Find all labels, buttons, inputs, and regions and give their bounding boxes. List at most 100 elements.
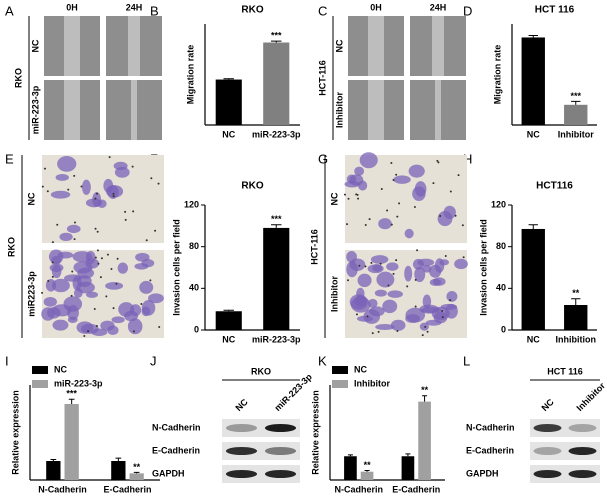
cell xyxy=(73,261,93,274)
pore xyxy=(97,262,100,265)
row-label: NC xyxy=(329,192,339,205)
row-label: NC xyxy=(30,39,40,52)
pore xyxy=(413,205,416,208)
pore xyxy=(395,259,398,262)
pore xyxy=(346,223,349,226)
pore xyxy=(154,229,157,232)
lane-label: miR-223-3p xyxy=(273,371,315,413)
cell xyxy=(390,319,406,331)
cell xyxy=(129,304,142,317)
pore xyxy=(398,202,401,205)
band xyxy=(225,424,258,432)
blot-strip xyxy=(530,419,600,437)
column-label: 24H xyxy=(430,2,447,12)
pore xyxy=(406,285,409,288)
pore xyxy=(106,253,109,256)
x-tick-label: N-Cadherin xyxy=(38,484,87,494)
chart-title: HCT 116 xyxy=(535,5,575,16)
cell xyxy=(421,307,442,314)
bar xyxy=(418,401,431,480)
bar xyxy=(521,37,545,125)
y-axis-label: Migration rate xyxy=(492,45,502,105)
y-axis-label: Invasion cells per field xyxy=(478,219,488,316)
cell xyxy=(378,218,392,230)
pore xyxy=(150,177,153,180)
bar xyxy=(344,456,357,480)
cell xyxy=(86,291,99,298)
pore xyxy=(387,284,390,287)
cell xyxy=(405,314,420,324)
pore xyxy=(444,255,447,258)
lane-label: NC xyxy=(540,396,557,413)
protein-label: E-Cadherin xyxy=(466,445,514,455)
bar xyxy=(215,311,242,330)
cell xyxy=(357,273,372,288)
pore xyxy=(110,267,113,270)
bar xyxy=(215,79,242,125)
y-tick-label: 120 xyxy=(491,199,506,209)
cell xyxy=(370,255,389,264)
cell xyxy=(81,179,91,195)
panel-letter: B xyxy=(150,3,159,18)
pore xyxy=(414,278,417,281)
cell xyxy=(55,174,69,181)
bar xyxy=(129,473,144,480)
y-axis-label: Migration rate xyxy=(185,45,195,105)
panel-letter: I xyxy=(5,353,9,368)
band xyxy=(568,424,597,432)
cell xyxy=(350,296,371,313)
legend-swatch xyxy=(32,380,48,388)
pore xyxy=(368,218,371,221)
band xyxy=(225,470,258,478)
panel-letter: A xyxy=(5,3,14,18)
cell xyxy=(105,281,124,290)
band xyxy=(568,447,597,455)
pore xyxy=(390,223,393,226)
pore xyxy=(380,187,383,190)
pore xyxy=(355,313,358,316)
row-label: NC xyxy=(26,192,36,205)
y-tick-label: 80 xyxy=(189,241,199,251)
pore xyxy=(357,197,360,200)
wound-gap xyxy=(64,80,80,140)
band xyxy=(264,447,297,455)
cell xyxy=(127,318,143,335)
protein-label: GAPDH xyxy=(466,468,499,478)
cell xyxy=(59,232,73,242)
cell xyxy=(404,228,414,239)
legend-swatch xyxy=(332,380,348,388)
cell xyxy=(114,166,130,178)
x-tick-label: NC xyxy=(222,129,235,139)
legend-label: miR-223-3p xyxy=(54,378,103,388)
lane-label: NC xyxy=(234,396,251,413)
pore xyxy=(140,303,143,306)
y-tick-label: 120 xyxy=(184,199,199,209)
error-bar xyxy=(50,458,57,461)
pore xyxy=(386,209,389,212)
error-bar xyxy=(405,453,411,457)
cell xyxy=(404,265,413,282)
panel-letter: J xyxy=(150,353,157,368)
bar xyxy=(64,404,79,480)
row-label: miR-223-3p xyxy=(30,85,40,134)
wound-gap xyxy=(368,80,384,140)
chart-title: RKO xyxy=(241,181,263,192)
pore xyxy=(116,257,119,260)
significance: *** xyxy=(66,389,77,399)
protein-label: N-Cadherin xyxy=(466,422,515,432)
cell xyxy=(358,180,368,191)
blot-strip xyxy=(530,465,600,483)
y-tick-label: 80 xyxy=(496,241,506,251)
column-label: 0H xyxy=(66,2,78,12)
error-bar xyxy=(68,398,75,404)
error-bar xyxy=(571,298,581,305)
pore xyxy=(96,230,99,233)
legend-swatch xyxy=(32,366,48,374)
legend-label: Inhibitor xyxy=(354,378,390,388)
pore xyxy=(416,249,419,252)
cell xyxy=(111,316,125,324)
legend-swatch xyxy=(332,366,348,374)
pore xyxy=(112,195,115,198)
error-bar xyxy=(364,470,370,472)
